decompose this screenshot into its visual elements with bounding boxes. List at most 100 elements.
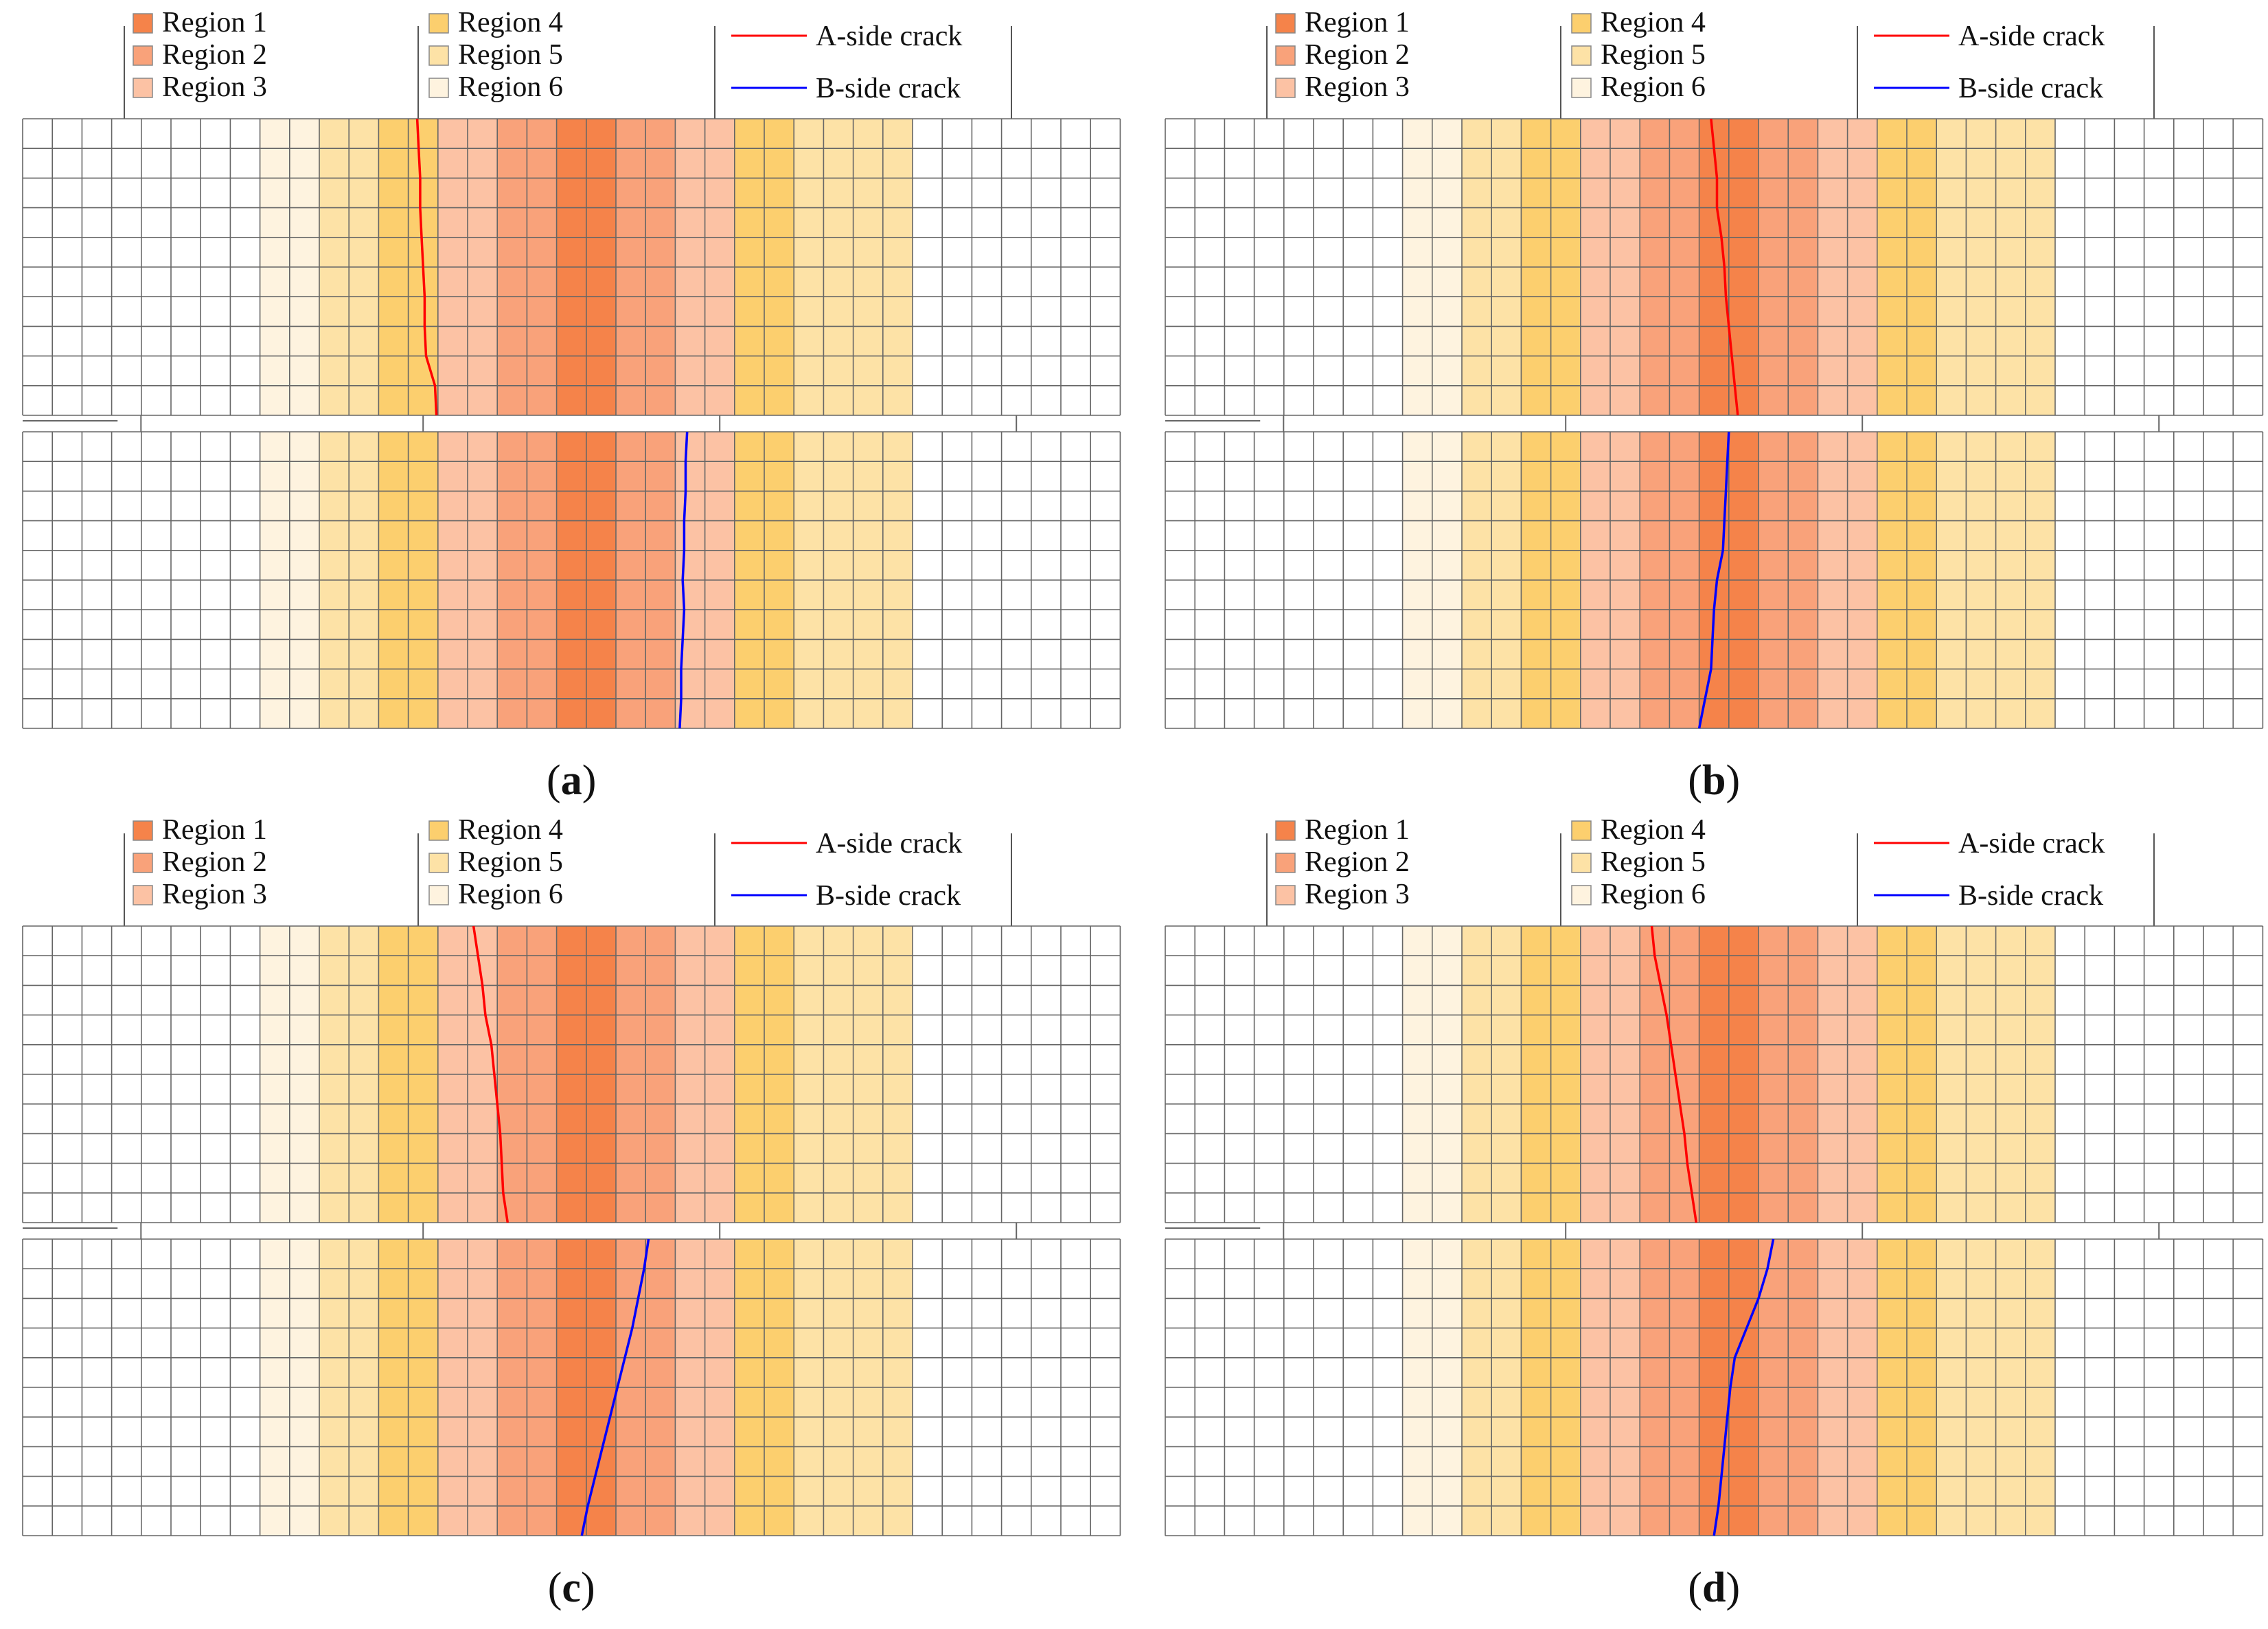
strip-connectors bbox=[23, 1223, 1018, 1239]
legend-swatch-region-3 bbox=[133, 885, 153, 905]
b-side-crack-line bbox=[1713, 1238, 1775, 1536]
legend-label-b-side-crack: B-side crack bbox=[816, 880, 961, 912]
legend-swatch-region-6 bbox=[428, 78, 449, 98]
legend-label-region-4: Region 4 bbox=[458, 814, 563, 846]
legend-frame bbox=[124, 833, 1012, 926]
legend-label-region-4: Region 4 bbox=[1601, 814, 1706, 846]
legend-label-region-3: Region 3 bbox=[162, 879, 267, 910]
legend-label-region-4: Region 4 bbox=[458, 7, 563, 38]
legend-label-region-4: Region 4 bbox=[1601, 7, 1706, 38]
legend-label-a-side-crack: A-side crack bbox=[1958, 21, 2105, 52]
strip-connectors bbox=[1165, 415, 2160, 432]
legend-swatch-region-3 bbox=[133, 78, 153, 98]
legend-swatch-region-1 bbox=[133, 820, 153, 841]
a-side-crack-line bbox=[472, 925, 509, 1223]
legend-swatch-region-5 bbox=[428, 853, 449, 873]
legend-swatch-region-1 bbox=[1275, 820, 1296, 841]
grid-lines bbox=[22, 431, 1121, 729]
subfigure-label: (a) bbox=[547, 757, 596, 804]
legend-swatch-region-6 bbox=[1571, 885, 1592, 905]
grid-lines bbox=[1165, 925, 2264, 1223]
subfigure-letter: d bbox=[1702, 1564, 1726, 1611]
subfigure-letter: b bbox=[1702, 757, 1726, 804]
grid-lines bbox=[1165, 118, 2264, 416]
legend-swatch-region-2 bbox=[1275, 45, 1296, 66]
legend-swatch-region-2 bbox=[1275, 853, 1296, 873]
legend-label-region-1: Region 1 bbox=[162, 7, 267, 38]
subfigure-letter: a bbox=[561, 757, 582, 804]
legend-swatch-region-6 bbox=[428, 885, 449, 905]
legend-swatch-region-5 bbox=[1571, 853, 1592, 873]
legend-label-region-5: Region 5 bbox=[458, 39, 563, 71]
a-side-crack-line bbox=[1650, 925, 1698, 1223]
legend-swatch-region-2 bbox=[133, 853, 153, 873]
grid-lines bbox=[22, 925, 1121, 1223]
legend-label-region-1: Region 1 bbox=[162, 814, 267, 846]
a-side-grid bbox=[1165, 118, 2264, 416]
strip-connectors bbox=[23, 415, 1018, 432]
legend-label-a-side-crack: A-side crack bbox=[1958, 828, 2105, 859]
legend-swatch-region-1 bbox=[1275, 13, 1296, 34]
grid-lines bbox=[1165, 431, 2264, 729]
legend-swatch-region-4 bbox=[428, 13, 449, 34]
legend-frame bbox=[1266, 26, 2155, 119]
legend-label-region-5: Region 5 bbox=[458, 846, 563, 878]
legend-label-region-2: Region 2 bbox=[162, 846, 267, 878]
legend-swatch-region-3 bbox=[1275, 885, 1296, 905]
legend-label-region-3: Region 3 bbox=[162, 71, 267, 103]
b-side-crack-line bbox=[580, 1238, 650, 1536]
b-side-crack-line bbox=[1697, 431, 1730, 729]
legend-label-region-2: Region 2 bbox=[1305, 846, 1410, 878]
legend-label-region-1: Region 1 bbox=[1305, 814, 1410, 846]
legend-swatch-region-6 bbox=[1571, 78, 1592, 98]
legend-label-a-side-crack: A-side crack bbox=[816, 21, 962, 52]
legend-label-region-6: Region 6 bbox=[458, 71, 563, 103]
b-side-grid bbox=[22, 431, 1121, 729]
a-side-crack-line bbox=[1710, 118, 1739, 416]
subfigure-label: (b) bbox=[1688, 757, 1740, 804]
legend-label-region-5: Region 5 bbox=[1601, 846, 1706, 878]
legend-label-region-6: Region 6 bbox=[458, 879, 563, 910]
b-side-grid bbox=[1165, 431, 2264, 729]
legend-label-b-side-crack: B-side crack bbox=[816, 73, 961, 104]
legend-frame bbox=[1266, 833, 2155, 926]
legend-label-region-6: Region 6 bbox=[1601, 879, 1706, 910]
legend-label-region-2: Region 2 bbox=[162, 39, 267, 71]
legend-label-region-3: Region 3 bbox=[1305, 71, 1410, 103]
a-side-crack-line bbox=[415, 118, 438, 416]
legend-swatch-region-4 bbox=[428, 820, 449, 841]
legend-swatch-region-4 bbox=[1571, 13, 1592, 34]
legend-label-region-6: Region 6 bbox=[1601, 71, 1706, 103]
legend-label-region-1: Region 1 bbox=[1305, 7, 1410, 38]
grid-lines bbox=[22, 1238, 1121, 1536]
legend-label-b-side-crack: B-side crack bbox=[1958, 73, 2103, 104]
strip-connectors bbox=[1165, 1223, 2160, 1239]
legend-label-region-2: Region 2 bbox=[1305, 39, 1410, 71]
b-side-grid bbox=[1165, 1238, 2264, 1536]
legend-frame bbox=[124, 26, 1012, 119]
b-side-crack-line bbox=[678, 431, 689, 729]
grid-lines bbox=[22, 118, 1121, 416]
subfigure-label: (c) bbox=[548, 1564, 595, 1611]
legend-swatch-region-3 bbox=[1275, 78, 1296, 98]
a-side-grid bbox=[22, 118, 1121, 416]
subfigure-letter: c bbox=[562, 1564, 581, 1611]
legend-label-region-3: Region 3 bbox=[1305, 879, 1410, 910]
legend-swatch-region-4 bbox=[1571, 820, 1592, 841]
legend-swatch-region-2 bbox=[133, 45, 153, 66]
legend-label-region-5: Region 5 bbox=[1601, 39, 1706, 71]
b-side-grid bbox=[22, 1238, 1121, 1536]
legend-swatch-region-1 bbox=[133, 13, 153, 34]
a-side-grid bbox=[22, 925, 1121, 1223]
a-side-grid bbox=[1165, 925, 2264, 1223]
legend-label-b-side-crack: B-side crack bbox=[1958, 880, 2103, 912]
legend-swatch-region-5 bbox=[428, 45, 449, 66]
subfigure-label: (d) bbox=[1688, 1564, 1740, 1611]
legend-label-a-side-crack: A-side crack bbox=[816, 828, 962, 859]
legend-swatch-region-5 bbox=[1571, 45, 1592, 66]
